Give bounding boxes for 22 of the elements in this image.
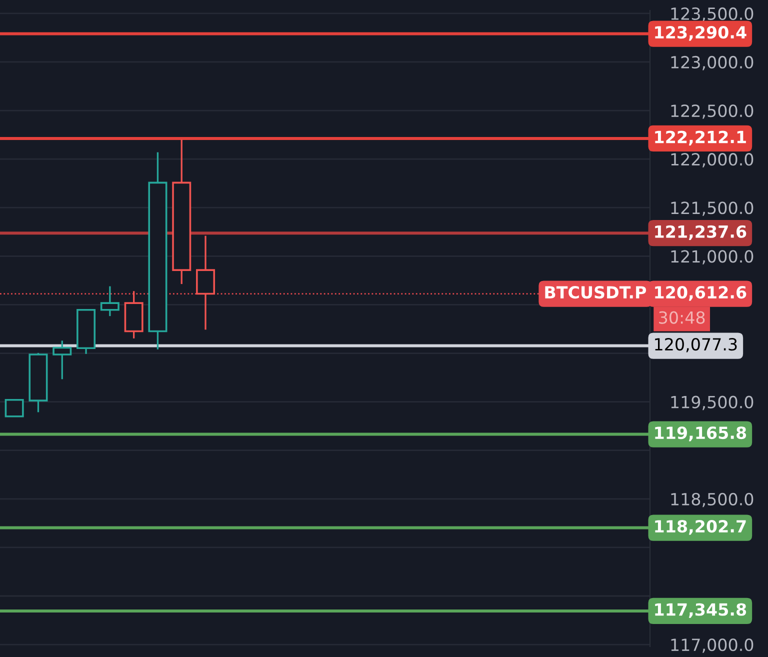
ref-line-label: 123,290.4 xyxy=(655,26,746,41)
y-tick-label: 121,500.0 xyxy=(671,202,754,216)
candlestick xyxy=(172,138,192,285)
ref-line-label: 117,345.8 xyxy=(655,603,746,618)
y-tick-label: 123,500.0 xyxy=(671,7,754,22)
y-tick-label: 121,000.0 xyxy=(671,250,754,264)
ref-line-label: 122,212.1 xyxy=(655,130,746,146)
ref-line-label: 120,612.6 xyxy=(655,286,746,301)
candlestick xyxy=(148,151,168,350)
y-tick-label: 118,500.0 xyxy=(671,492,754,508)
annotation: BTCUSDT.P xyxy=(545,286,646,299)
ref-line-label: 119,165.8 xyxy=(655,426,746,442)
candlestick xyxy=(100,285,120,317)
y-tick-label: 119,500.0 xyxy=(671,396,754,410)
ref-line-label: 120,077.3 xyxy=(655,338,737,352)
ref-line-label: 118,202.7 xyxy=(655,520,746,535)
y-tick-label: 117,000.0 xyxy=(671,638,754,653)
ref-line-label: 121,237.6 xyxy=(655,225,746,240)
y-tick-label: 123,000.0 xyxy=(671,56,754,70)
y-tick-label: 122,000.0 xyxy=(671,153,754,168)
text: 30:48 xyxy=(659,311,705,324)
y-tick-label: 122,500.0 xyxy=(671,104,754,119)
